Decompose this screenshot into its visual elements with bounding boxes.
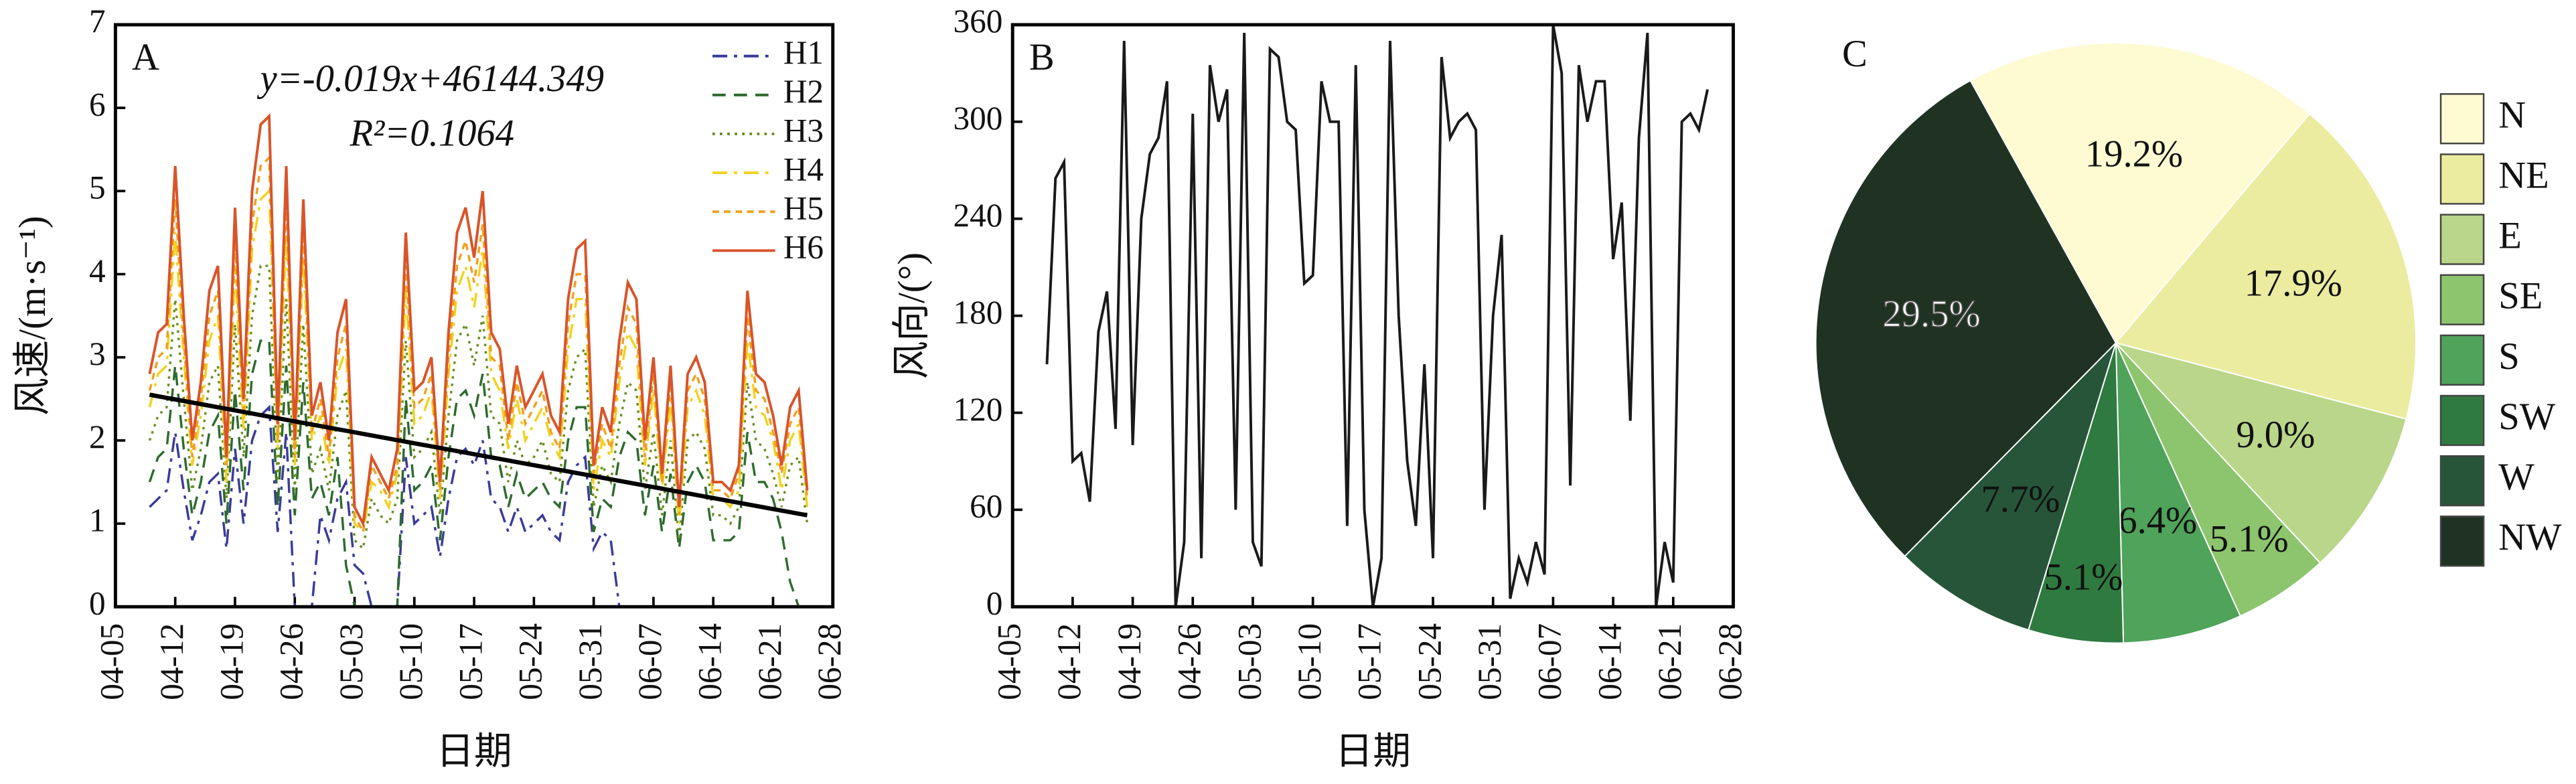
pie-slice xyxy=(1815,79,2117,558)
x-tick-label: 04-12 xyxy=(153,623,190,700)
legend-label: H1 xyxy=(783,34,824,71)
y-tick-label: 60 xyxy=(970,488,1002,525)
x-tick-label: 06-07 xyxy=(631,623,668,700)
y-tick-label: 5 xyxy=(89,169,106,206)
equation: y=-0.019x+46144.349 xyxy=(256,58,604,100)
x-tick-label: 04-26 xyxy=(273,623,310,700)
slice-label: 5.1% xyxy=(2210,519,2289,560)
pie-slice xyxy=(2115,342,2322,617)
x-tick-label: 05-31 xyxy=(572,623,609,700)
legend-label: S xyxy=(2498,336,2520,378)
y-tick-label: 4 xyxy=(89,252,106,289)
r-squared: R²=0.1064 xyxy=(350,112,515,154)
data-line xyxy=(148,264,809,551)
panel-label: B xyxy=(1029,37,1055,78)
legend-label: H4 xyxy=(783,151,824,187)
slice-label: 5.1% xyxy=(2044,557,2123,599)
x-tick-label: 05-31 xyxy=(1471,623,1508,700)
legend-swatch xyxy=(2439,153,2485,205)
y-tick-label: 360 xyxy=(954,3,1003,40)
slice-label: 17.9% xyxy=(2245,262,2342,304)
y-tick-label: 240 xyxy=(954,197,1003,234)
y-tick-label: 300 xyxy=(954,100,1003,137)
pie-slice xyxy=(1904,342,2117,631)
y-tick-label: 1 xyxy=(89,501,106,538)
y-tick-label: 6 xyxy=(89,86,106,123)
y-tick-label: 0 xyxy=(986,585,1003,622)
data-line xyxy=(148,155,809,536)
x-tick-label: 04-12 xyxy=(1051,623,1087,700)
legend-label: E xyxy=(2498,216,2522,257)
legend-swatch xyxy=(2439,334,2485,386)
x-tick-label: 05-10 xyxy=(1291,623,1328,700)
legend-label: N xyxy=(2498,94,2526,136)
x-tick-label: 05-03 xyxy=(1231,623,1268,700)
data-line xyxy=(1045,24,1709,607)
slice-label: 9.0% xyxy=(2236,414,2315,456)
x-tick-label: 04-26 xyxy=(1171,623,1208,700)
legend-label: SW xyxy=(2498,396,2555,438)
slice-label: 7.7% xyxy=(1981,479,2060,520)
legend-label: H6 xyxy=(783,229,824,266)
x-tick-label: 05-24 xyxy=(1411,623,1448,700)
legend-swatch xyxy=(2439,516,2485,567)
x-tick-label: 04-19 xyxy=(1111,623,1148,700)
x-tick-label: 04-19 xyxy=(213,623,250,700)
legend-swatch xyxy=(2439,93,2485,145)
y-tick-label: 3 xyxy=(89,335,106,372)
x-tick-label: 06-28 xyxy=(1712,623,1748,700)
x-tick-label: 05-17 xyxy=(452,623,489,700)
data-line xyxy=(148,339,808,608)
pie-slice xyxy=(2027,342,2125,644)
x-tick-label: 04-05 xyxy=(990,623,1027,700)
x-tick-label: 05-10 xyxy=(392,623,429,700)
y-tick-label: 7 xyxy=(89,3,106,40)
x-tick-label: 06-07 xyxy=(1531,623,1568,700)
legend-label: H5 xyxy=(783,190,824,227)
panel-label: A xyxy=(132,37,159,78)
legend-swatch xyxy=(2439,214,2485,265)
x-tick-label: 06-14 xyxy=(691,623,728,700)
slice-label: 19.2% xyxy=(2085,134,2183,175)
pie-slice xyxy=(1969,42,2311,344)
legend-label: NE xyxy=(2498,155,2549,196)
x-tick-label: 05-17 xyxy=(1351,623,1388,700)
y-tick-label: 120 xyxy=(954,391,1003,428)
y-axis-label: 风速/(m·s⁻¹) xyxy=(12,216,54,415)
x-tick-label: 05-24 xyxy=(512,623,549,700)
slice-label: 29.5% xyxy=(1882,293,1980,335)
pie-slice xyxy=(2113,341,2407,564)
pie-slice xyxy=(2115,112,2417,420)
slice-label: 6.4% xyxy=(2118,500,2197,542)
legend-swatch xyxy=(2439,274,2485,325)
plot-frame xyxy=(113,23,835,609)
legend-label: H2 xyxy=(783,73,824,110)
legend-swatch xyxy=(2439,455,2485,507)
x-axis-label: 日期 xyxy=(1335,731,1411,773)
y-tick-label: 0 xyxy=(89,585,106,622)
data-line xyxy=(148,188,809,535)
x-tick-label: 06-14 xyxy=(1591,623,1628,700)
legend-label: NW xyxy=(2498,517,2562,558)
trend-line xyxy=(149,392,808,518)
x-tick-label: 04-05 xyxy=(94,623,131,700)
y-tick-label: 180 xyxy=(954,294,1003,331)
data-line xyxy=(148,113,809,528)
x-tick-label: 05-03 xyxy=(333,623,370,700)
x-axis-label: 日期 xyxy=(436,731,512,773)
legend-label: SE xyxy=(2498,276,2543,317)
x-tick-label: 06-21 xyxy=(1651,623,1688,700)
x-tick-label: 06-28 xyxy=(811,623,848,700)
x-tick-label: 06-21 xyxy=(751,623,788,700)
panel-label: C xyxy=(1842,33,1868,75)
legend-label: W xyxy=(2498,457,2534,498)
plot-frame xyxy=(1010,23,1735,609)
pie-slice xyxy=(2115,342,2242,644)
y-axis-label: 风向/(°) xyxy=(891,252,933,379)
legend-swatch xyxy=(2439,394,2485,447)
legend-label: H3 xyxy=(783,112,824,149)
y-tick-label: 2 xyxy=(89,418,106,455)
